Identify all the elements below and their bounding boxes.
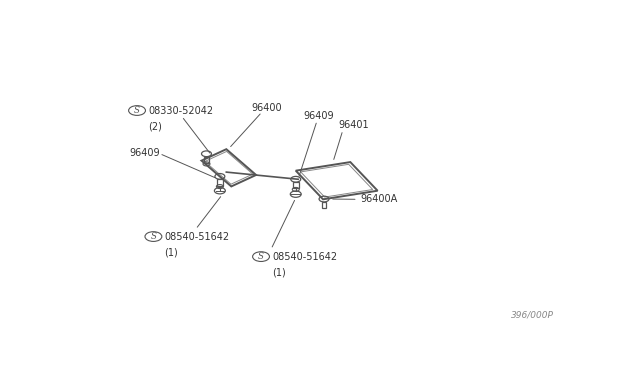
Text: S: S bbox=[134, 106, 140, 115]
Text: (1): (1) bbox=[164, 247, 178, 257]
Text: 08540-51642: 08540-51642 bbox=[272, 251, 337, 262]
Text: 396/000P: 396/000P bbox=[511, 310, 554, 319]
Text: 96400A: 96400A bbox=[360, 194, 397, 204]
Text: 96409: 96409 bbox=[129, 148, 160, 158]
Text: 96401: 96401 bbox=[338, 120, 369, 130]
Text: (1): (1) bbox=[272, 267, 285, 278]
Text: 96409: 96409 bbox=[303, 111, 334, 121]
Text: 08330-52042: 08330-52042 bbox=[148, 106, 213, 116]
Text: S: S bbox=[150, 232, 156, 241]
Text: (2): (2) bbox=[148, 121, 162, 131]
Text: 08540-51642: 08540-51642 bbox=[164, 231, 230, 241]
Text: 96400: 96400 bbox=[251, 103, 282, 113]
Text: S: S bbox=[258, 252, 264, 261]
